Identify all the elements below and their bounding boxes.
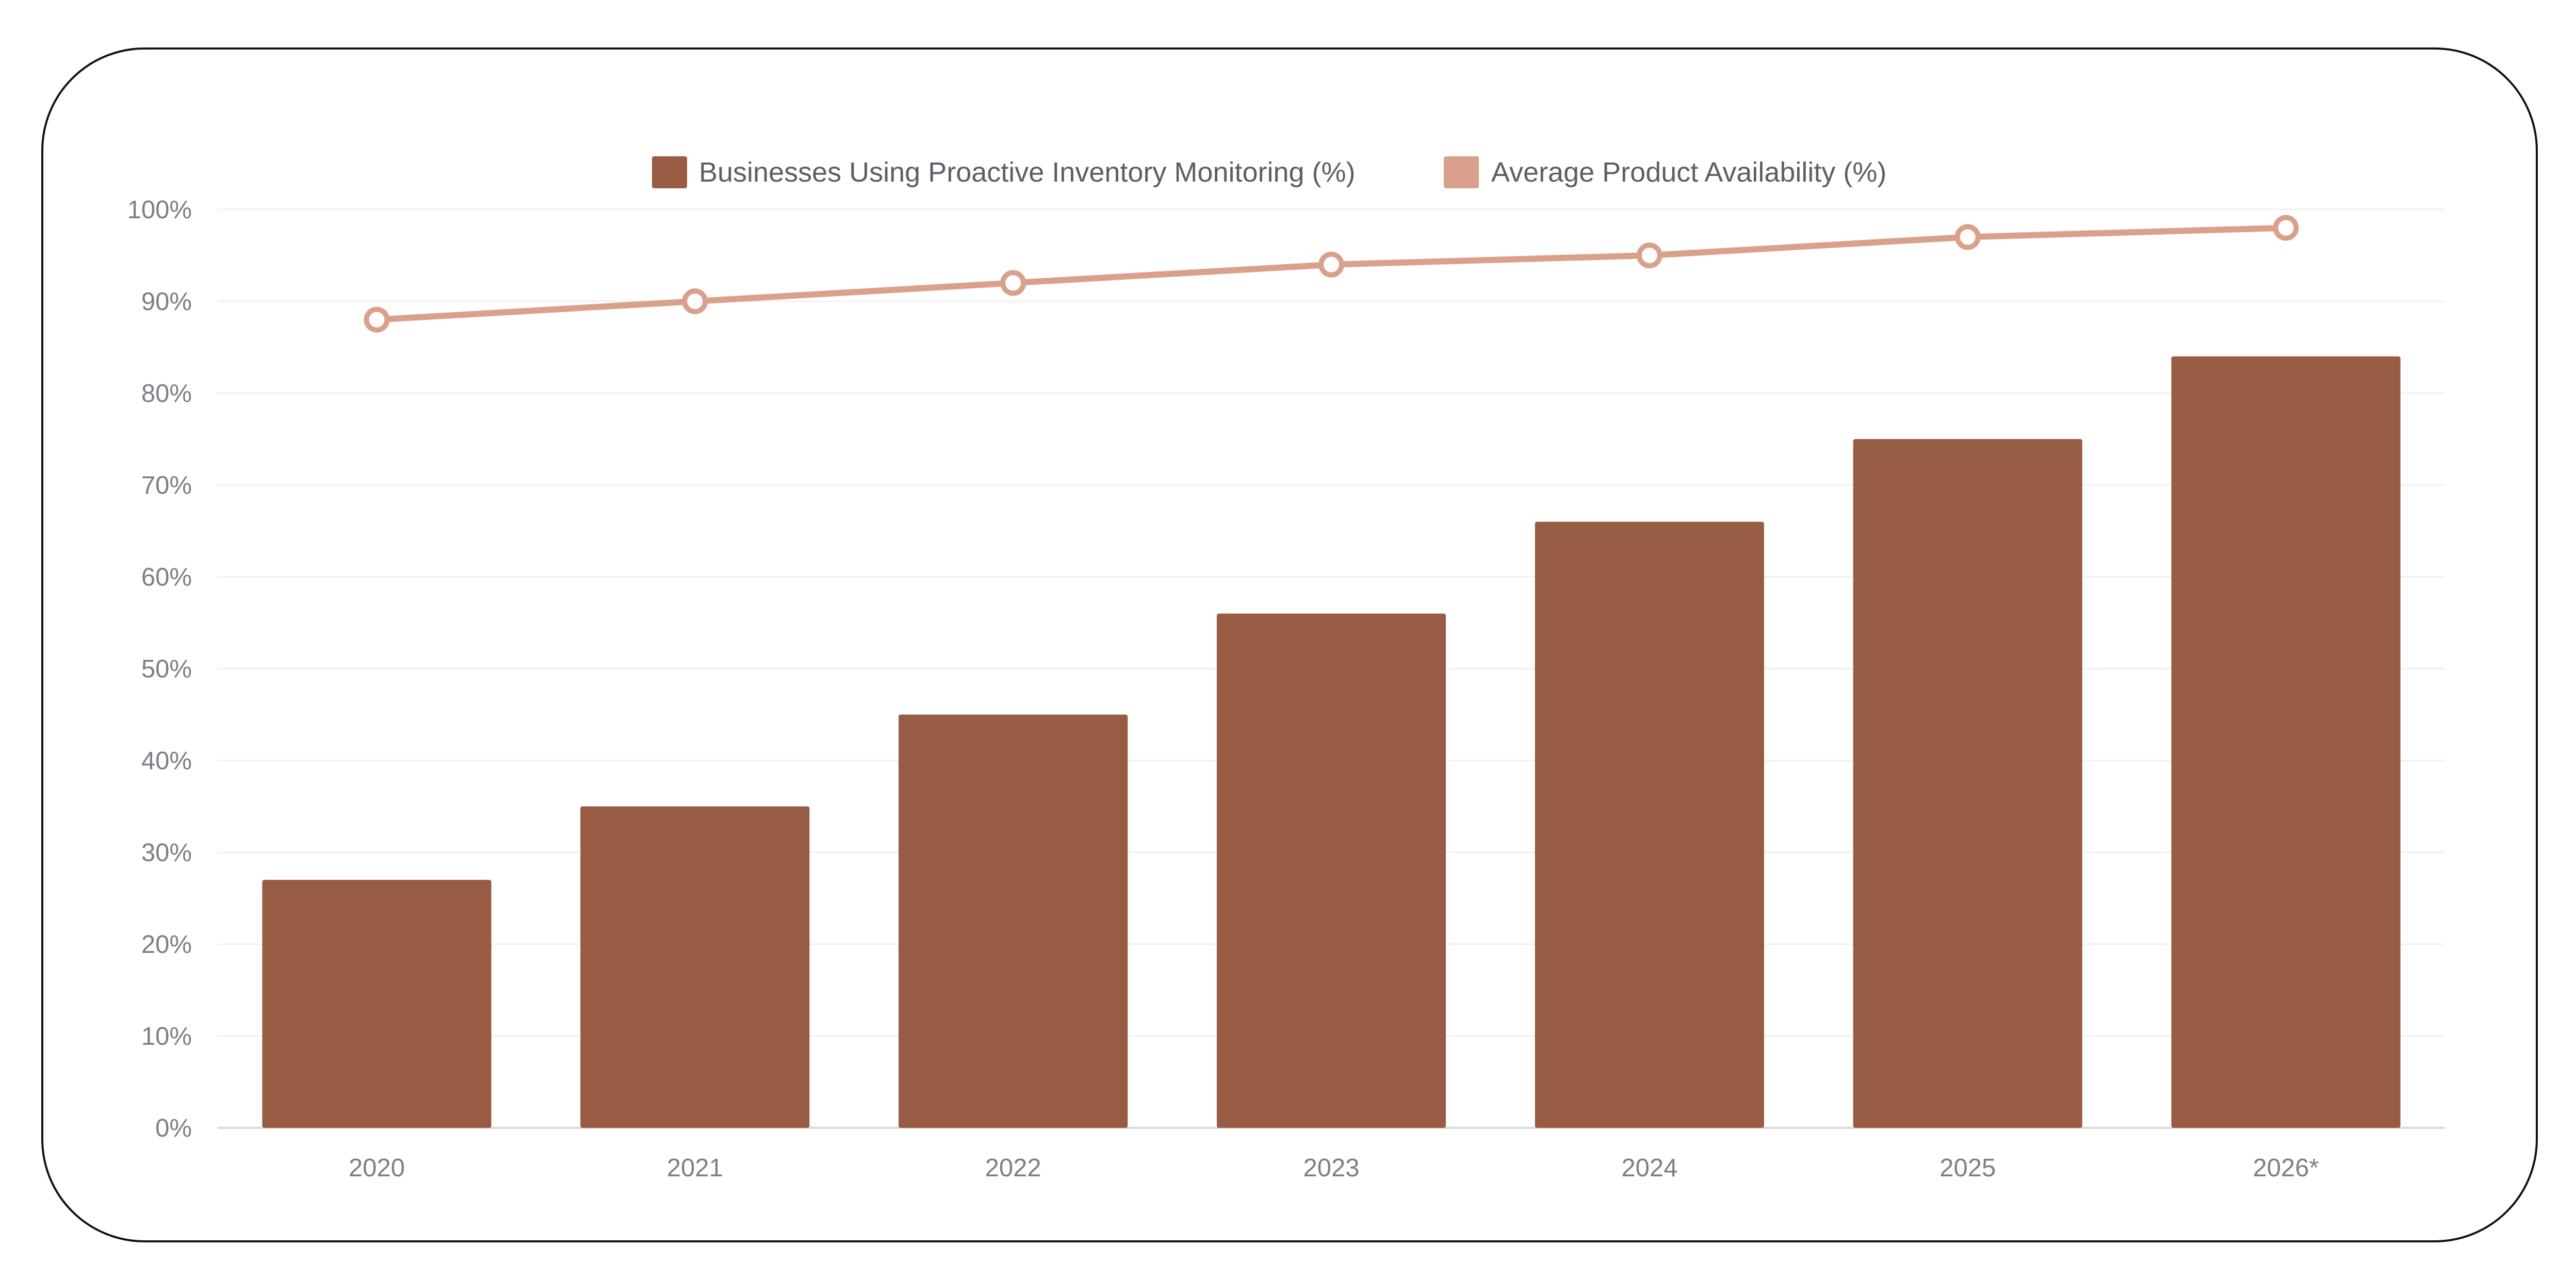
y-axis: 0% 10% 20% 30% 40% 50% 60% 70% 80% 90% 100%: [127, 196, 192, 1142]
line-point: [1954, 224, 1981, 250]
legend-swatch-bar: [652, 156, 687, 188]
line-point: [2273, 215, 2299, 241]
x-tick-label: 2021: [667, 1154, 723, 1182]
line-series: [364, 215, 2299, 333]
y-tick-label: 70%: [141, 472, 192, 499]
bar: [1853, 439, 2082, 1128]
bar-series: [262, 356, 2401, 1128]
x-tick-label: 2024: [1621, 1154, 1677, 1182]
bar: [1535, 522, 1764, 1128]
legend-swatch-line: [1444, 156, 1479, 188]
line-point: [1318, 251, 1344, 278]
line-point: [682, 288, 708, 314]
legend-label-line: Average Product Availability (%): [1491, 157, 1886, 188]
x-tick-label: 2025: [1939, 1154, 1996, 1182]
line-point: [1636, 242, 1662, 268]
bar: [262, 880, 492, 1128]
y-tick-label: 90%: [141, 288, 192, 316]
bar: [1216, 613, 1446, 1128]
x-tick-label: 2020: [349, 1154, 405, 1182]
y-tick-label: 80%: [141, 380, 192, 408]
y-tick-label: 20%: [141, 931, 192, 959]
x-tick-label: 2026*: [2253, 1154, 2319, 1182]
y-tick-label: 50%: [141, 655, 192, 683]
line-point: [1000, 270, 1026, 296]
bar: [2171, 356, 2401, 1128]
y-tick-label: 30%: [141, 839, 192, 867]
x-tick-label: 2022: [985, 1154, 1041, 1182]
bar: [899, 715, 1128, 1128]
bar: [580, 806, 810, 1128]
y-tick-label: 40%: [141, 747, 192, 775]
y-tick-label: 60%: [141, 563, 192, 591]
legend: Businesses Using Proactive Inventory Mon…: [652, 156, 1886, 188]
x-tick-label: 2023: [1303, 1154, 1359, 1182]
x-axis: 2020 2021 2022 2023 2024 2025 2026*: [349, 1154, 2319, 1182]
y-tick-label: 10%: [141, 1023, 192, 1050]
y-tick-label: 0%: [155, 1114, 192, 1142]
legend-label-bar: Businesses Using Proactive Inventory Mon…: [699, 157, 1356, 188]
y-tick-label: 100%: [127, 196, 192, 224]
line-point: [364, 306, 390, 333]
